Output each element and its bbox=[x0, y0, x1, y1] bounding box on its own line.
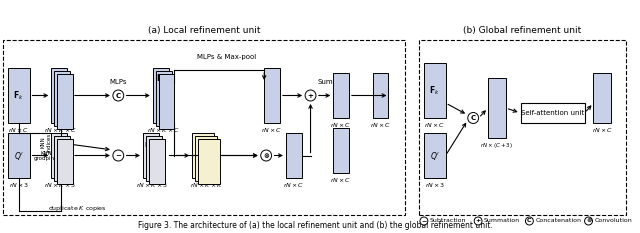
Circle shape bbox=[113, 90, 124, 101]
Circle shape bbox=[420, 217, 428, 225]
Text: duplicate $K$ copies: duplicate $K$ copies bbox=[47, 204, 106, 213]
FancyBboxPatch shape bbox=[143, 133, 159, 178]
FancyBboxPatch shape bbox=[8, 68, 29, 123]
Text: −: − bbox=[115, 153, 121, 158]
FancyBboxPatch shape bbox=[57, 74, 73, 129]
FancyBboxPatch shape bbox=[156, 71, 172, 126]
FancyBboxPatch shape bbox=[286, 133, 301, 178]
Circle shape bbox=[525, 217, 533, 225]
Text: Sum: Sum bbox=[317, 79, 333, 85]
Text: MLPs: MLPs bbox=[109, 79, 127, 85]
Circle shape bbox=[113, 150, 124, 161]
FancyBboxPatch shape bbox=[54, 136, 70, 181]
FancyBboxPatch shape bbox=[8, 133, 29, 178]
FancyBboxPatch shape bbox=[333, 73, 349, 118]
Text: $rN \times K \times 3$: $rN \times K \times 3$ bbox=[44, 181, 76, 189]
Text: Self-attention unit: Self-attention unit bbox=[521, 110, 584, 116]
Text: C: C bbox=[527, 219, 532, 223]
Text: $\mathbf{W}$: $\mathbf{W}$ bbox=[198, 151, 209, 161]
FancyBboxPatch shape bbox=[192, 133, 214, 178]
Text: $rN \times (C+3)$: $rN \times (C+3)$ bbox=[481, 141, 513, 150]
FancyBboxPatch shape bbox=[198, 139, 220, 184]
Text: Subtraction: Subtraction bbox=[430, 219, 467, 223]
Text: $rN \times C$: $rN \times C$ bbox=[8, 126, 29, 134]
Text: $rN \times C$: $rN \times C$ bbox=[370, 121, 391, 129]
FancyBboxPatch shape bbox=[520, 103, 584, 123]
Text: $rN \times C$: $rN \times C$ bbox=[424, 121, 445, 129]
Circle shape bbox=[305, 90, 316, 101]
FancyBboxPatch shape bbox=[51, 68, 67, 123]
Text: $rN \times C$: $rN \times C$ bbox=[330, 121, 352, 129]
Text: Summation: Summation bbox=[484, 219, 520, 223]
Text: KNN
indices: KNN indices bbox=[41, 133, 52, 152]
Circle shape bbox=[468, 113, 479, 123]
Text: $Q'$: $Q'$ bbox=[429, 150, 440, 161]
Text: $rN \times K \times C$: $rN \times K \times C$ bbox=[147, 126, 180, 134]
Text: MLPs & Max-pool: MLPs & Max-pool bbox=[197, 54, 257, 60]
Text: $rN \times K \times C$: $rN \times K \times C$ bbox=[44, 126, 77, 134]
Text: $\mathbf{F}_L$: $\mathbf{F}_L$ bbox=[156, 72, 166, 85]
Text: $rN \times C$: $rN \times C$ bbox=[592, 126, 613, 134]
Text: $rN \times C$: $rN \times C$ bbox=[283, 181, 305, 189]
Text: $rN \times 3$: $rN \times 3$ bbox=[424, 181, 445, 189]
FancyBboxPatch shape bbox=[333, 128, 349, 173]
Text: $rN \times K \times K$: $rN \times K \times K$ bbox=[191, 181, 223, 189]
Text: ⊗: ⊗ bbox=[263, 153, 269, 158]
Text: $rN \times C$: $rN \times C$ bbox=[262, 126, 283, 134]
Text: $rN \times K \times 3$: $rN \times K \times 3$ bbox=[136, 181, 168, 189]
Text: $rN \times 3$: $rN \times 3$ bbox=[8, 181, 29, 189]
FancyBboxPatch shape bbox=[195, 136, 217, 181]
FancyBboxPatch shape bbox=[424, 133, 445, 178]
Circle shape bbox=[474, 217, 482, 225]
FancyBboxPatch shape bbox=[159, 74, 175, 129]
Text: C: C bbox=[116, 93, 121, 99]
FancyBboxPatch shape bbox=[488, 78, 506, 138]
Text: $Q'$: $Q'$ bbox=[13, 150, 24, 161]
Text: $\mathbf{F}_k$: $\mathbf{F}_k$ bbox=[429, 84, 440, 97]
FancyBboxPatch shape bbox=[153, 68, 168, 123]
FancyBboxPatch shape bbox=[593, 73, 611, 123]
Text: (b) Global refinement unit: (b) Global refinement unit bbox=[463, 26, 582, 35]
Text: $\mathbf{F}_k$: $\mathbf{F}_k$ bbox=[13, 89, 24, 102]
Text: −: − bbox=[421, 219, 426, 223]
Text: Convolution: Convolution bbox=[595, 219, 632, 223]
FancyBboxPatch shape bbox=[372, 73, 388, 118]
Text: (a) Local refinement unit: (a) Local refinement unit bbox=[148, 26, 260, 35]
Text: KNN
grouping: KNN grouping bbox=[34, 151, 59, 161]
FancyBboxPatch shape bbox=[51, 133, 67, 178]
Text: $rN \times C$: $rN \times C$ bbox=[330, 176, 352, 184]
FancyBboxPatch shape bbox=[264, 68, 280, 123]
Text: C: C bbox=[470, 115, 476, 121]
Text: ⊗: ⊗ bbox=[586, 219, 591, 223]
FancyBboxPatch shape bbox=[424, 63, 445, 118]
Text: +: + bbox=[308, 93, 314, 99]
Circle shape bbox=[260, 150, 271, 161]
FancyBboxPatch shape bbox=[146, 136, 162, 181]
FancyBboxPatch shape bbox=[54, 71, 70, 126]
Text: MLPs: MLPs bbox=[144, 142, 161, 148]
FancyBboxPatch shape bbox=[149, 139, 164, 184]
Text: Figure 3. The architecture of (a) the local refinement unit and (b) the global r: Figure 3. The architecture of (a) the lo… bbox=[138, 221, 493, 230]
FancyBboxPatch shape bbox=[57, 139, 73, 184]
Circle shape bbox=[584, 217, 593, 225]
Text: Concatenation: Concatenation bbox=[535, 219, 581, 223]
Text: +: + bbox=[476, 219, 481, 223]
